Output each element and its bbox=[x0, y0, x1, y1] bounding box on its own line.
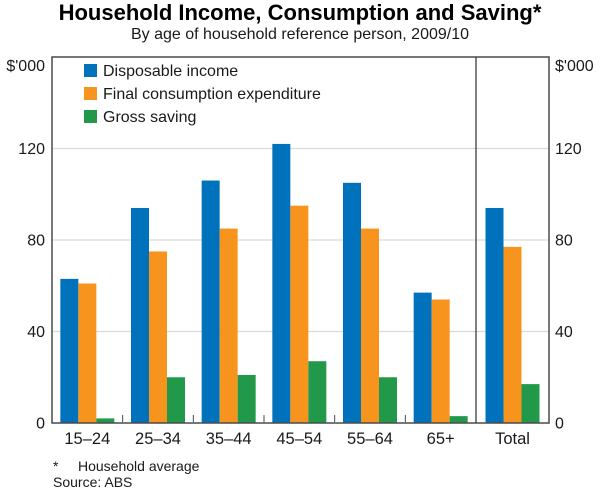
y-tick-label-left: 120 bbox=[18, 141, 45, 158]
plot-frame bbox=[51, 56, 550, 424]
bar-final-consumption-expenditure bbox=[219, 228, 238, 423]
y-tick-label-right: 0 bbox=[555, 416, 564, 433]
bar-gross-saving bbox=[237, 374, 256, 423]
legend-label-disposable-income: Disposable income bbox=[103, 63, 238, 80]
footnote-line: * Household average bbox=[53, 458, 553, 475]
x-tick-label: 65+ bbox=[427, 430, 455, 448]
legend-swatch-disposable-income bbox=[84, 64, 97, 77]
legend-label-final-consumption-expenditure: Final consumption expenditure bbox=[103, 86, 321, 103]
bar-final-consumption-expenditure bbox=[78, 283, 97, 423]
y-tick-label-left: 0 bbox=[36, 416, 45, 433]
bar-disposable-income bbox=[413, 292, 432, 423]
bar-final-consumption-expenditure bbox=[503, 246, 522, 423]
x-tick-label: 45–54 bbox=[276, 430, 322, 448]
bar-disposable-income bbox=[272, 143, 291, 424]
legend-label-gross-saving: Gross saving bbox=[103, 109, 196, 126]
bar-disposable-income bbox=[485, 207, 504, 423]
legend-swatch-final-consumption-expenditure bbox=[84, 87, 97, 100]
chart-subtitle: By age of household reference person, 20… bbox=[130, 26, 470, 43]
bar-gross-saving bbox=[379, 377, 397, 423]
bar-disposable-income bbox=[343, 182, 361, 423]
y-tick-label-left: 80 bbox=[27, 233, 45, 250]
bar-disposable-income bbox=[60, 278, 79, 423]
x-tick-label: 55–64 bbox=[347, 430, 393, 448]
bar-final-consumption-expenditure bbox=[149, 251, 167, 423]
bar-gross-saving bbox=[167, 377, 185, 423]
y-axis-unit-right: $'000 bbox=[555, 58, 594, 75]
footnote-marker: * bbox=[53, 458, 59, 474]
bar-final-consumption-expenditure bbox=[361, 228, 379, 423]
x-tick-label: Total bbox=[495, 430, 530, 448]
bar-disposable-income bbox=[131, 207, 149, 423]
chart-title: Household Income, Consumption and Saving… bbox=[58, 0, 542, 25]
bar-gross-saving bbox=[308, 361, 327, 423]
x-tick-label: 35–44 bbox=[206, 430, 252, 448]
x-tick-label: 15–24 bbox=[64, 430, 110, 448]
x-tick-label: 25–34 bbox=[135, 430, 181, 448]
bar-gross-saving bbox=[96, 418, 115, 423]
y-tick-label-right: 120 bbox=[555, 141, 582, 158]
y-tick-label-right: 40 bbox=[555, 324, 573, 341]
bar-disposable-income bbox=[201, 180, 220, 423]
bar-gross-saving bbox=[449, 416, 468, 423]
source-line: Source: ABS bbox=[53, 473, 133, 490]
footnote: * Household average Source: ABS bbox=[53, 458, 553, 490]
y-tick-label-left: 40 bbox=[27, 324, 45, 341]
footnote-text: Household average bbox=[78, 458, 200, 474]
bar-gross-saving bbox=[521, 384, 540, 423]
bar-final-consumption-expenditure bbox=[290, 205, 309, 423]
y-tick-label-right: 80 bbox=[555, 233, 573, 250]
legend-swatch-gross-saving bbox=[84, 110, 97, 123]
bar-final-consumption-expenditure bbox=[431, 299, 450, 423]
y-axis-unit-left: $'000 bbox=[6, 58, 45, 75]
